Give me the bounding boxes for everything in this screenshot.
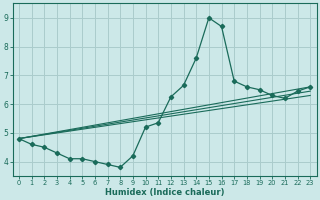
X-axis label: Humidex (Indice chaleur): Humidex (Indice chaleur) xyxy=(105,188,224,197)
